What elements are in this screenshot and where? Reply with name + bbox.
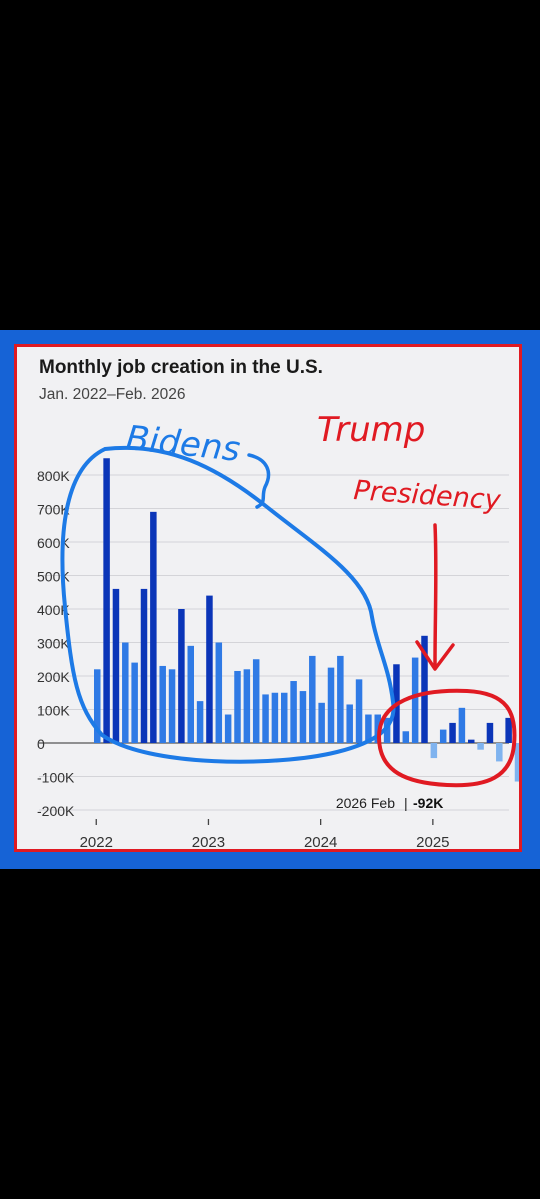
bar-trump-month [430, 743, 438, 759]
bar-biden-month [327, 667, 335, 743]
annotation-value-label: -92K [413, 795, 443, 811]
y-tick-label: 700K [37, 502, 70, 518]
x-tick-label: 2024 [304, 834, 337, 849]
bar-biden-month [94, 669, 101, 743]
bar-trump-month [468, 739, 475, 743]
red-circle-annotation [376, 688, 517, 788]
x-tick-label: 2025 [416, 834, 449, 849]
bar-trump-month [514, 743, 519, 782]
red-arrow-annotation [415, 523, 455, 671]
blue-bracket-annotation [247, 453, 271, 509]
bar-biden-month [168, 669, 176, 743]
bar-biden-month [402, 731, 410, 743]
annotation-date-label: 2026 Feb [336, 795, 395, 811]
bar-trump-month [505, 717, 512, 743]
handwritten-annotations: Bidens Trump Presidency [60, 410, 517, 788]
chart-card: Monthly job creation in the U.S. Jan. 20… [14, 344, 522, 852]
bar-biden-month [196, 701, 204, 743]
bar-biden-month [290, 681, 297, 743]
bar-biden-month [383, 717, 391, 743]
y-tick-label: -100K [37, 770, 75, 786]
bar-trump-month [439, 729, 447, 743]
chart-subtitle: Jan. 2022–Feb. 2026 [39, 386, 186, 403]
bar-biden-month [411, 657, 419, 743]
x-tick-label: 2022 [80, 834, 113, 849]
bar-trump-month [449, 722, 456, 743]
chart-title: Monthly job creation in the U.S. [39, 357, 323, 378]
bar-biden-month [309, 655, 316, 743]
annotation-group: 2026 Feb | -92K [336, 795, 444, 811]
bar-biden-month [150, 511, 157, 743]
bar-biden-month [140, 588, 148, 743]
bar-biden-month [206, 595, 213, 743]
bar-biden-month [243, 669, 251, 743]
chart-plot: 800K 700K 600K 500K 400K 300K 200K 100K 0 -100K -2… [37, 410, 519, 849]
bar-biden-month [112, 588, 120, 743]
bar-biden-month [262, 694, 269, 743]
x-tick-label: 2023 [192, 834, 225, 849]
y-tick-label: 0 [37, 736, 45, 752]
bar-biden-month [346, 704, 353, 743]
bar-biden-month [215, 642, 223, 743]
bar-biden-month [355, 679, 363, 743]
handwritten-trump-label: Trump [317, 410, 425, 450]
y-tick-label: 400K [37, 602, 70, 618]
blue-circle-annotation [60, 445, 396, 764]
bar-biden-month [122, 642, 129, 743]
bar-trump-month [477, 743, 484, 750]
bar-biden-month [178, 609, 185, 743]
bar-biden-month [299, 691, 307, 743]
bar-biden-month [131, 662, 138, 743]
bar-biden-month [252, 659, 260, 743]
bar-trump-month [458, 707, 466, 743]
bar-biden-month [103, 458, 110, 743]
y-tick-label: 600K [37, 535, 70, 551]
handwritten-presidency-label: Presidency [353, 475, 503, 516]
y-tick-label: 100K [37, 703, 70, 719]
handwritten-bidens-label: Bidens [124, 418, 242, 470]
annotation-separator: | [404, 795, 408, 811]
bar-trump-month [496, 743, 503, 762]
bar-biden-month [234, 670, 241, 743]
bar-biden-month [187, 645, 194, 743]
bar-biden-month [421, 635, 428, 743]
bar-biden-month [318, 702, 325, 743]
bar-biden-month [337, 655, 344, 743]
bar-biden-month [224, 714, 232, 743]
y-tick-label: 200K [37, 669, 70, 685]
bar-biden-month [159, 665, 166, 743]
bar-trump-month [486, 722, 494, 743]
bar-biden-month [365, 714, 372, 743]
y-tick-label: 300K [37, 636, 70, 652]
y-tick-label: -200K [37, 803, 75, 819]
y-tick-label: 800K [37, 468, 70, 484]
bar-biden-month [281, 692, 288, 743]
y-tick-label: 500K [37, 569, 70, 585]
bar-biden-month [271, 692, 279, 743]
bars [94, 458, 519, 782]
y-axis: 800K 700K 600K 500K 400K 300K 200K 100K 0 -100K -2… [37, 468, 75, 819]
